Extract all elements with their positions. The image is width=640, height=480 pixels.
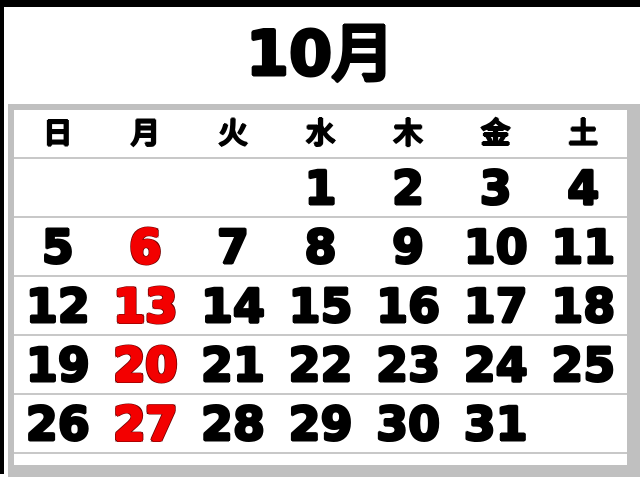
date-cell: 15 — [288, 278, 353, 333]
date-cell: 2 — [392, 160, 425, 215]
date-cell: 6 — [129, 219, 162, 274]
weekday-header-wednesday: 水 — [306, 116, 336, 150]
calendar-week-row-empty — [14, 452, 627, 465]
weekday-header-monday: 月 — [130, 116, 160, 150]
title-area: 10月 — [0, 7, 640, 101]
weekday-header-sunday: 日 — [43, 116, 73, 150]
date-cell: 14 — [200, 278, 265, 333]
date-cell: 1 — [304, 160, 337, 215]
calendar-week-row: 5 6 7 8 9 10 11 — [14, 216, 627, 275]
date-cell: 25 — [551, 337, 616, 392]
date-cell: 22 — [288, 337, 353, 392]
date-cell: 17 — [463, 278, 528, 333]
date-cell: 18 — [551, 278, 616, 333]
date-cell: 9 — [392, 219, 425, 274]
date-cell: 21 — [200, 337, 265, 392]
date-cell: 29 — [288, 396, 353, 451]
date-cell: 26 — [25, 396, 90, 451]
calendar-week-row: 26 27 28 29 30 31 — [14, 393, 627, 452]
date-cell: 24 — [463, 337, 528, 392]
date-cell: 13 — [113, 278, 178, 333]
window-border-left — [0, 0, 4, 474]
date-cell: 5 — [41, 219, 74, 274]
date-cell: 23 — [376, 337, 441, 392]
calendar-week-row: 12 13 14 15 16 17 18 — [14, 275, 627, 334]
calendar-week-row: 1 2 3 4 — [14, 157, 627, 216]
date-cell: 27 — [113, 396, 178, 451]
date-cell: 16 — [376, 278, 441, 333]
date-cell: 8 — [304, 219, 337, 274]
date-cell: 3 — [479, 160, 512, 215]
weekday-header-tuesday: 火 — [218, 116, 248, 150]
date-cell: 12 — [25, 278, 90, 333]
date-cell: 4 — [567, 160, 600, 215]
date-cell: 7 — [216, 219, 249, 274]
date-cell: 19 — [25, 337, 90, 392]
date-cell: 31 — [463, 396, 528, 451]
date-cell: 20 — [113, 337, 178, 392]
calendar-table: 日 月 火 水 木 金 土 1 2 3 4 5 6 7 8 9 10 11 — [8, 104, 640, 477]
weekday-header-row: 日 月 火 水 木 金 土 — [14, 110, 627, 157]
date-cell: 30 — [376, 396, 441, 451]
weekday-header-saturday: 土 — [568, 116, 598, 150]
calendar-week-row: 19 20 21 22 23 24 25 — [14, 334, 627, 393]
weekday-header-thursday: 木 — [393, 116, 423, 150]
weekday-header-friday: 金 — [481, 116, 511, 150]
date-cell: 28 — [200, 396, 265, 451]
month-title: 10月 — [245, 17, 395, 90]
window-border-top — [0, 0, 640, 7]
date-cell: 11 — [551, 219, 616, 274]
date-cell: 10 — [463, 219, 528, 274]
